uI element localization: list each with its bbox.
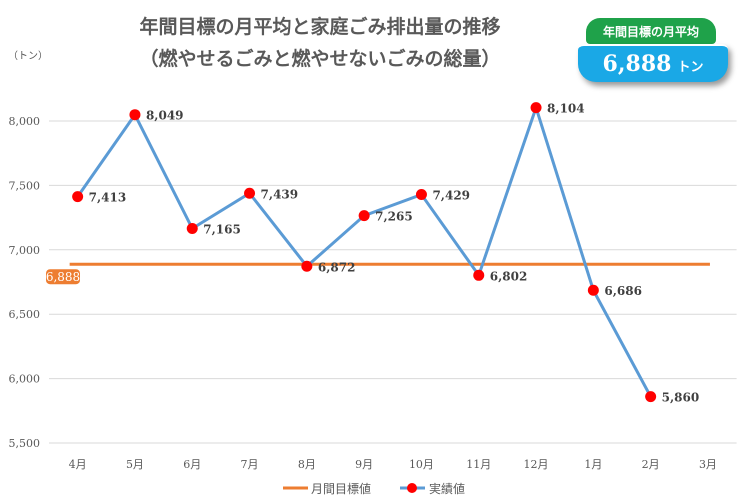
data-label: 8,049 (146, 109, 184, 123)
y-tick-label: 6,500 (9, 308, 41, 321)
y-tick-label: 7,500 (9, 179, 41, 192)
data-point (415, 189, 427, 201)
data-label: 7,413 (89, 191, 127, 205)
x-tick-label: 8月 (298, 458, 316, 471)
chart-subtitle: （燃やせるごみと燃やせないごみの総量） (139, 48, 501, 70)
data-point (301, 260, 313, 272)
legend-actual-label: 実績値 (429, 481, 465, 496)
y-tick-label: 8,000 (9, 115, 41, 128)
actual-line (76, 102, 652, 398)
data-point (72, 191, 84, 203)
legend-target-label: 月間目標値 (311, 481, 371, 496)
badge-unit: トン (677, 60, 704, 75)
data-label: 8,104 (547, 102, 585, 116)
target-label-bg (46, 269, 80, 285)
x-tick-label: 10月 (409, 458, 434, 471)
data-point (186, 223, 198, 235)
y-tick-label: 5,500 (9, 437, 41, 450)
data-label: 6,686 (604, 284, 642, 298)
y-axis-unit: （トン） (8, 51, 48, 62)
x-tick-label: 6月 (183, 458, 201, 471)
x-tick-label: 12月 (524, 458, 549, 471)
data-point (587, 284, 599, 296)
data-label: 5,860 (662, 391, 700, 405)
x-tick-label: 5月 (126, 458, 144, 471)
x-tick-label: 7月 (241, 458, 259, 471)
x-tick-label: 1月 (584, 458, 602, 471)
data-point (129, 109, 141, 121)
badge-value-box: 6,888 トン (578, 44, 728, 82)
x-tick-label: 2月 (642, 458, 660, 471)
data-point (530, 102, 542, 114)
y-tick-label: 7,000 (9, 244, 41, 257)
data-label: 7,165 (203, 223, 241, 237)
data-point (473, 269, 485, 281)
data-point (244, 187, 256, 199)
data-label: 6,872 (318, 260, 356, 274)
data-point (358, 210, 370, 222)
x-tick-label: 4月 (69, 458, 87, 471)
target-label: 6,888 (46, 270, 80, 284)
badge-value: 6,888 (602, 51, 672, 77)
badge-title: 年間目標の月平均 (586, 18, 716, 44)
target-average-badge: 年間目標の月平均 6,888 トン (578, 18, 728, 84)
data-point (645, 391, 657, 403)
x-tick-label: 11月 (466, 458, 491, 471)
data-label: 7,429 (432, 189, 470, 203)
x-tick-label: 3月 (699, 458, 717, 471)
x-tick-label: 9月 (355, 458, 373, 471)
legend-actual-marker (407, 483, 417, 493)
chart-title: 年間目標の月平均と家庭ごみ排出量の推移 (139, 16, 501, 38)
y-tick-label: 6,000 (9, 373, 41, 386)
data-label: 7,265 (375, 210, 413, 224)
data-label: 6,802 (490, 269, 528, 283)
data-label: 7,439 (261, 187, 299, 201)
